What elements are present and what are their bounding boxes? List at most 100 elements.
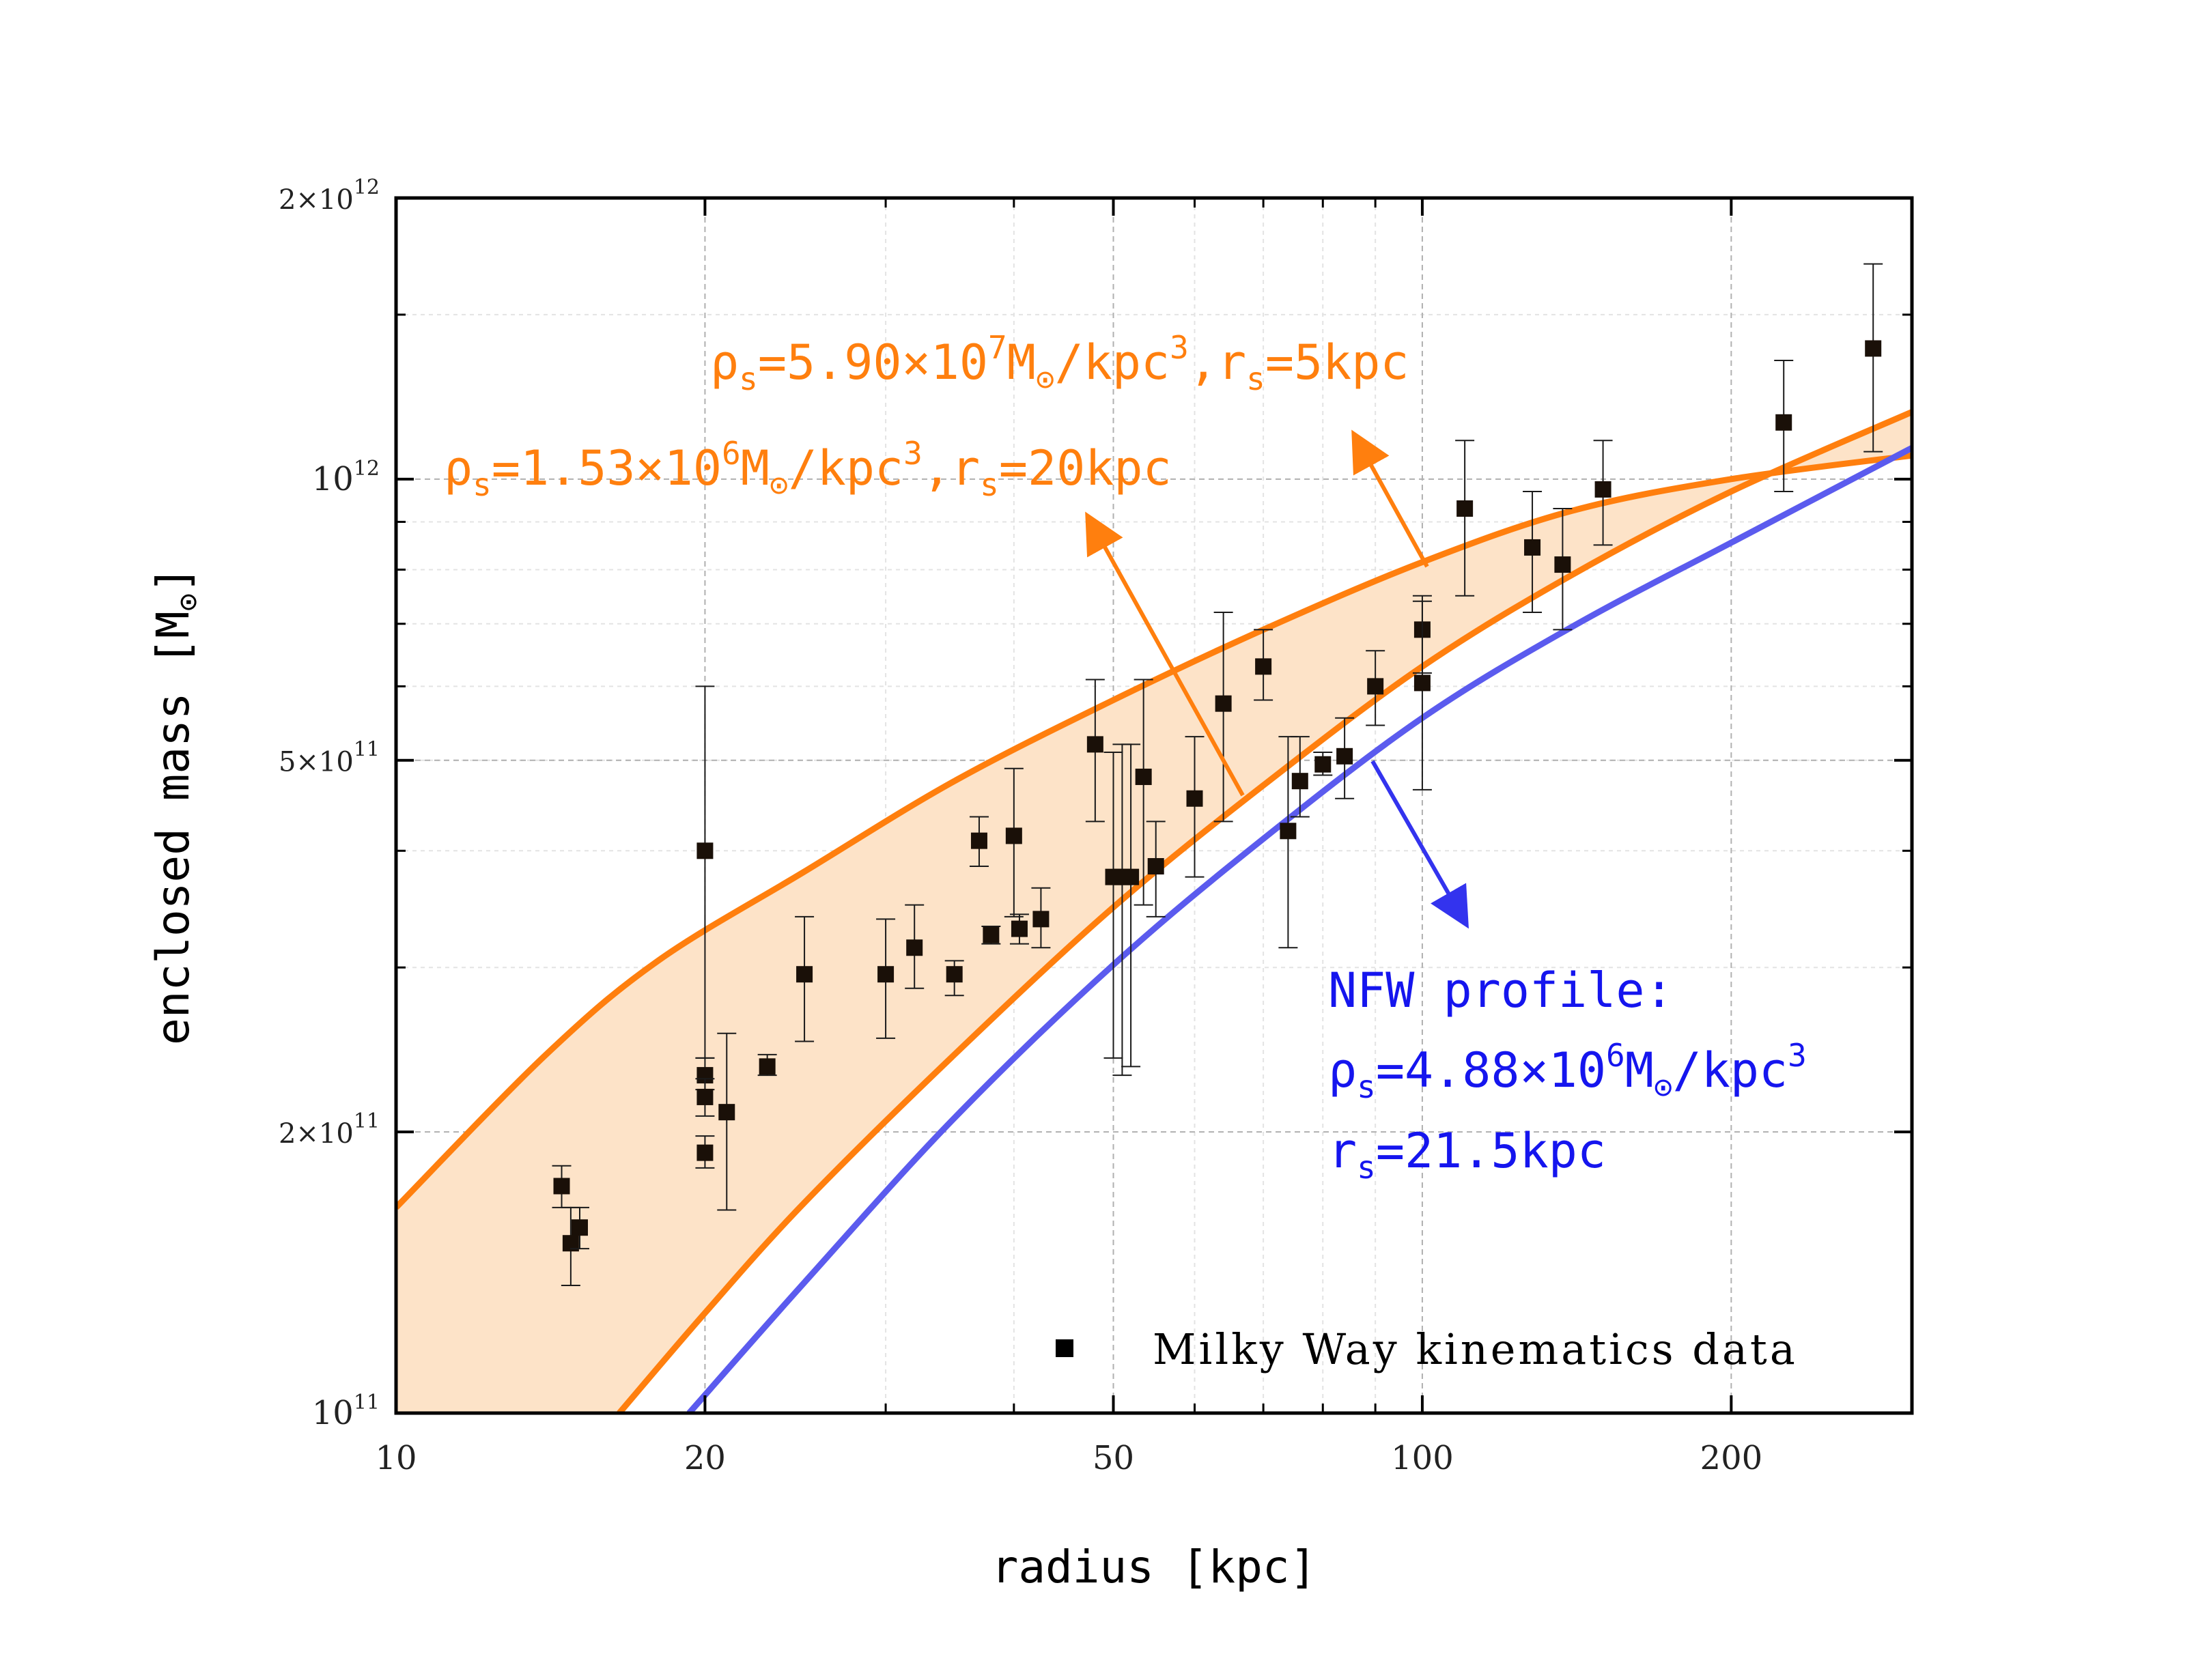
y-tick-label: 2×1012 xyxy=(279,175,380,216)
point-marker xyxy=(946,966,963,983)
point-marker xyxy=(1147,858,1164,875)
point-marker xyxy=(759,1058,776,1075)
data-point xyxy=(1134,679,1153,906)
data-point xyxy=(717,1032,737,1211)
data-point xyxy=(1278,736,1298,949)
data-point xyxy=(1553,507,1573,631)
data-point xyxy=(569,1206,589,1250)
data-point xyxy=(876,918,896,1039)
data-point xyxy=(1412,600,1432,791)
data-point xyxy=(695,1078,715,1117)
legend: Milky Way kinematics data xyxy=(1056,1324,1798,1374)
data-point xyxy=(981,926,1001,945)
data-point xyxy=(1146,821,1166,917)
model-band-fill xyxy=(396,412,1912,1413)
y-tick-label: 1011 xyxy=(312,1391,380,1432)
data-point xyxy=(905,904,925,989)
y-tick-label: 1012 xyxy=(312,457,380,498)
data-point xyxy=(1185,736,1205,878)
point-marker xyxy=(1255,658,1272,675)
point-marker xyxy=(1011,920,1028,937)
point-marker xyxy=(1413,674,1431,692)
point-marker xyxy=(1032,911,1050,928)
x-tick-label: 10 xyxy=(375,1439,417,1477)
point-marker xyxy=(877,966,895,983)
point-marker xyxy=(696,842,714,859)
axis-ticks: 10 20 50 100 200 1011 2×1011 5×1011 1012 2×1012 xyxy=(279,175,1913,1477)
arrow-nfw xyxy=(1370,760,1469,929)
point-marker xyxy=(1280,823,1297,840)
point-marker xyxy=(1775,414,1792,431)
annotation-rs20: ρs=1.53×106M⊙/kpc3,rs=20kpc xyxy=(444,435,1172,503)
data-point xyxy=(795,915,815,1042)
x-tick-label: 100 xyxy=(1391,1439,1454,1477)
y-tick-label: 5×1011 xyxy=(279,738,380,778)
annotation-nfw-rs: rs=21.5kpc xyxy=(1328,1123,1606,1186)
point-marker xyxy=(1005,827,1022,844)
y-axis-title: enclosed mass [M⊙] xyxy=(147,566,206,1045)
data-point xyxy=(1523,490,1543,614)
x-tick-label: 20 xyxy=(684,1439,726,1477)
point-marker xyxy=(970,832,987,849)
arrow-rs20 xyxy=(1085,511,1245,797)
data-point xyxy=(1004,767,1024,917)
point-marker xyxy=(553,1178,570,1195)
point-marker xyxy=(1314,756,1332,773)
data-points xyxy=(552,263,1883,1286)
data-point xyxy=(1774,359,1794,492)
curve-rs5 xyxy=(396,452,1912,1210)
point-marker xyxy=(1186,790,1203,807)
data-point xyxy=(757,1053,777,1077)
data-point xyxy=(1455,440,1475,597)
point-marker xyxy=(983,926,1000,943)
point-marker xyxy=(796,966,813,983)
data-point xyxy=(1335,717,1355,799)
y-tick-label: 2×1011 xyxy=(279,1109,380,1150)
point-marker xyxy=(1865,340,1882,357)
data-point xyxy=(1213,612,1233,823)
x-tick-label: 200 xyxy=(1700,1439,1763,1477)
data-point xyxy=(1031,887,1051,949)
point-marker xyxy=(696,1088,714,1105)
point-marker xyxy=(1086,736,1103,753)
point-marker xyxy=(1336,748,1353,765)
annotation-rs5: ρs=5.90×107M⊙/kpc3,rs=5kpc xyxy=(710,329,1409,397)
data-point xyxy=(1085,679,1105,823)
data-point xyxy=(1254,629,1273,701)
data-point xyxy=(1121,743,1141,1068)
data-point xyxy=(1290,736,1310,818)
x-axis-title: radius [kpc] xyxy=(991,1541,1317,1593)
data-point xyxy=(969,816,989,868)
point-marker xyxy=(1215,695,1232,712)
model-curves xyxy=(396,409,1912,1413)
data-point xyxy=(944,960,964,997)
curve-nfw xyxy=(686,445,1912,1413)
plot-frame xyxy=(394,196,1914,1415)
point-marker xyxy=(906,939,923,956)
data-point xyxy=(1593,440,1613,546)
point-marker xyxy=(718,1104,735,1121)
point-marker xyxy=(1594,481,1611,498)
curve-rs20 xyxy=(617,409,1912,1413)
annotation-nfw-title: NFW profile: xyxy=(1328,963,1674,1019)
annotation-nfw-rho: ρs=4.88×106M⊙/kpc3 xyxy=(1328,1037,1807,1105)
point-marker xyxy=(1554,556,1571,573)
x-tick-label: 50 xyxy=(1093,1439,1134,1477)
data-point xyxy=(1366,650,1385,726)
data-point xyxy=(1863,263,1883,453)
point-marker xyxy=(1456,500,1474,517)
point-marker xyxy=(696,1144,714,1161)
data-point xyxy=(1313,751,1333,776)
arrow-rs5 xyxy=(1351,429,1429,568)
data-point xyxy=(552,1165,572,1208)
point-marker xyxy=(1123,868,1140,885)
point-marker xyxy=(1367,678,1384,695)
point-marker xyxy=(571,1219,588,1236)
data-point xyxy=(695,1135,715,1169)
point-marker xyxy=(1524,539,1541,556)
point-marker xyxy=(1291,773,1308,790)
legend-label: Milky Way kinematics data xyxy=(1153,1324,1798,1374)
model-band xyxy=(396,412,1912,1413)
legend-marker-square xyxy=(1056,1339,1073,1357)
